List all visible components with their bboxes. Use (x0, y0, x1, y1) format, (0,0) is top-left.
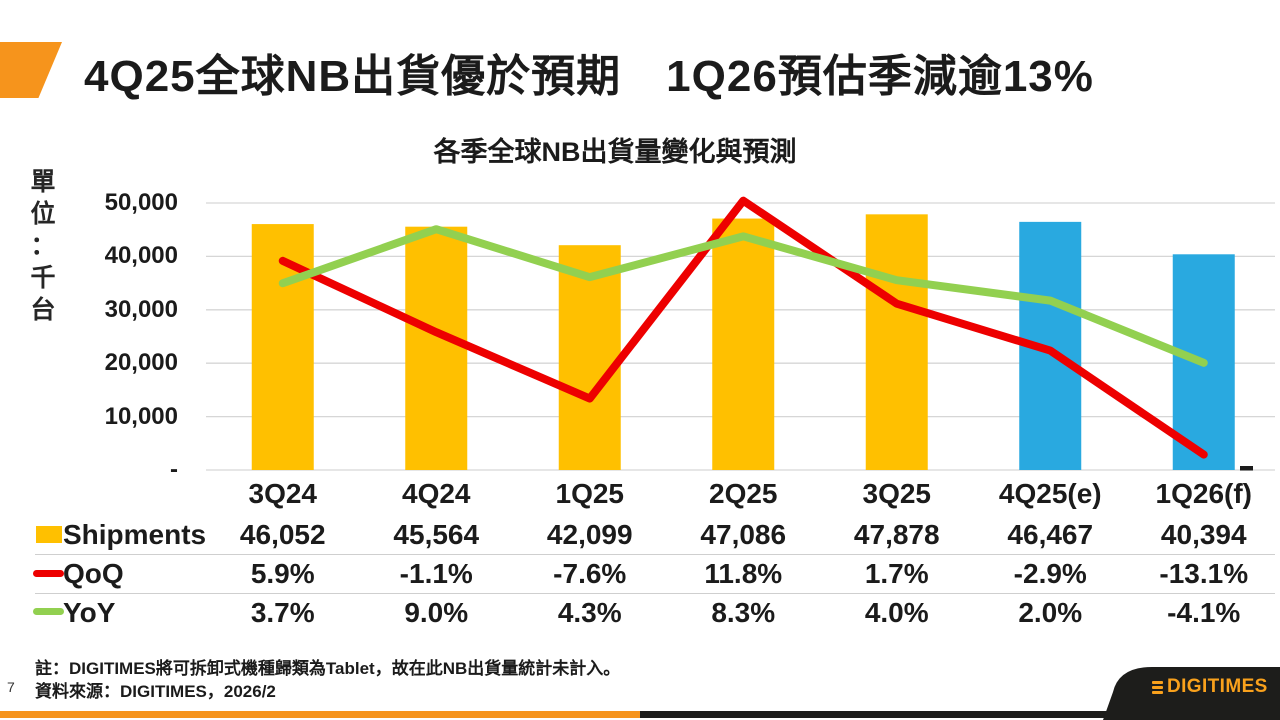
qoq-value: -2.9% (1013, 558, 1087, 589)
shipments-bar-4Q24 (405, 226, 468, 470)
shipments-value: 47,086 (700, 519, 787, 550)
category-label: 2Q25 (709, 478, 778, 509)
shipments-value: 45,564 (393, 519, 480, 550)
y-axis-unit-char: 位 (30, 200, 56, 228)
category-label: 4Q24 (402, 478, 471, 509)
y-axis-unit-char: 千 (30, 264, 56, 292)
footnote-note: 註：DIGITIMES將可拆卸式機種歸類為Tablet，故在此NB出貨量統計未計… (35, 659, 621, 678)
yoy-line-swatch (33, 608, 64, 615)
shipments-value: 42,099 (546, 519, 633, 550)
y-axis-tick: 10,000 (104, 402, 178, 430)
logo-wordmark: DIGITIMES (1167, 676, 1268, 697)
shipments-bar-1Q25 (558, 245, 621, 470)
table-separator (35, 554, 1275, 555)
category-label: 1Q26(f) (1155, 478, 1252, 509)
y-axis-unit-char: ： (30, 232, 56, 260)
y-axis-tick: 20,000 (104, 349, 178, 377)
yoy-value: -4.1% (1167, 597, 1241, 628)
shipments-value: 47,878 (853, 519, 940, 550)
digitimes-logo: DIGITIMES (1152, 676, 1274, 698)
y-axis-tick: 50,000 (104, 189, 178, 216)
category-label: 3Q24 (248, 478, 318, 509)
qoq-line-swatch (33, 570, 64, 577)
yoy-line (278, 225, 1208, 367)
logo-stripes-icon (1152, 680, 1163, 694)
qoq-line (278, 196, 1208, 459)
yoy-value: 3.7% (250, 597, 315, 628)
category-label: 1Q25 (555, 478, 625, 509)
page-number: 7 (7, 679, 15, 695)
logo-background-shape (1103, 667, 1280, 720)
qoq-value: 5.9% (250, 558, 315, 589)
qoq-value: -1.1% (399, 558, 473, 589)
qoq-value: -7.6% (553, 558, 627, 589)
bottom-bar-black (640, 711, 1280, 718)
category-label: 4Q25(e) (998, 478, 1102, 509)
y-axis-unit-label: 單位 ： 千台 (28, 166, 58, 326)
shipments-value: 46,467 (1007, 519, 1094, 550)
shipments-bar-2Q25 (712, 218, 775, 470)
shipments-row-label: Shipments (63, 519, 207, 550)
shipments-value: 40,394 (1160, 519, 1247, 550)
yoy-value: 2.0% (1018, 597, 1083, 628)
y-axis-tick: 30,000 (104, 295, 178, 323)
bottom-bar-orange (0, 711, 640, 718)
page-title: 4Q25全球NB出貨優於預期 1Q26預估季減逾13% (84, 52, 1094, 101)
yoy-value: 8.3% (711, 597, 776, 628)
yoy-value: 4.3% (557, 597, 622, 628)
y-axis-tick: 40,000 (104, 242, 178, 270)
shipments-value: 46,052 (239, 519, 326, 550)
shipments-bar-3Q25 (865, 214, 928, 470)
table-separator (35, 593, 1275, 594)
y-axis-tick: - (170, 456, 178, 483)
shipments-legend-swatch (36, 526, 62, 543)
chart-title: 各季全球NB出貨量變化與預測 (433, 137, 797, 167)
yoy-value: 9.0% (404, 597, 469, 628)
yoy-row-label: YoY (63, 597, 116, 628)
qoq-value: 1.7% (864, 558, 929, 589)
y-axis-unit-char: 台 (30, 296, 56, 324)
secondary-axis-zero-tick (1240, 466, 1253, 471)
qoq-value: -13.1% (1159, 558, 1249, 589)
y-axis-unit-char: 單 (30, 168, 56, 196)
yoy-value: 4.0% (864, 597, 929, 628)
qoq-row-label: QoQ (63, 558, 124, 589)
qoq-value: 11.8% (704, 558, 783, 589)
category-label: 3Q25 (862, 478, 932, 509)
footnote-source: 資料來源：DIGITIMES，2026/2 (35, 682, 276, 701)
